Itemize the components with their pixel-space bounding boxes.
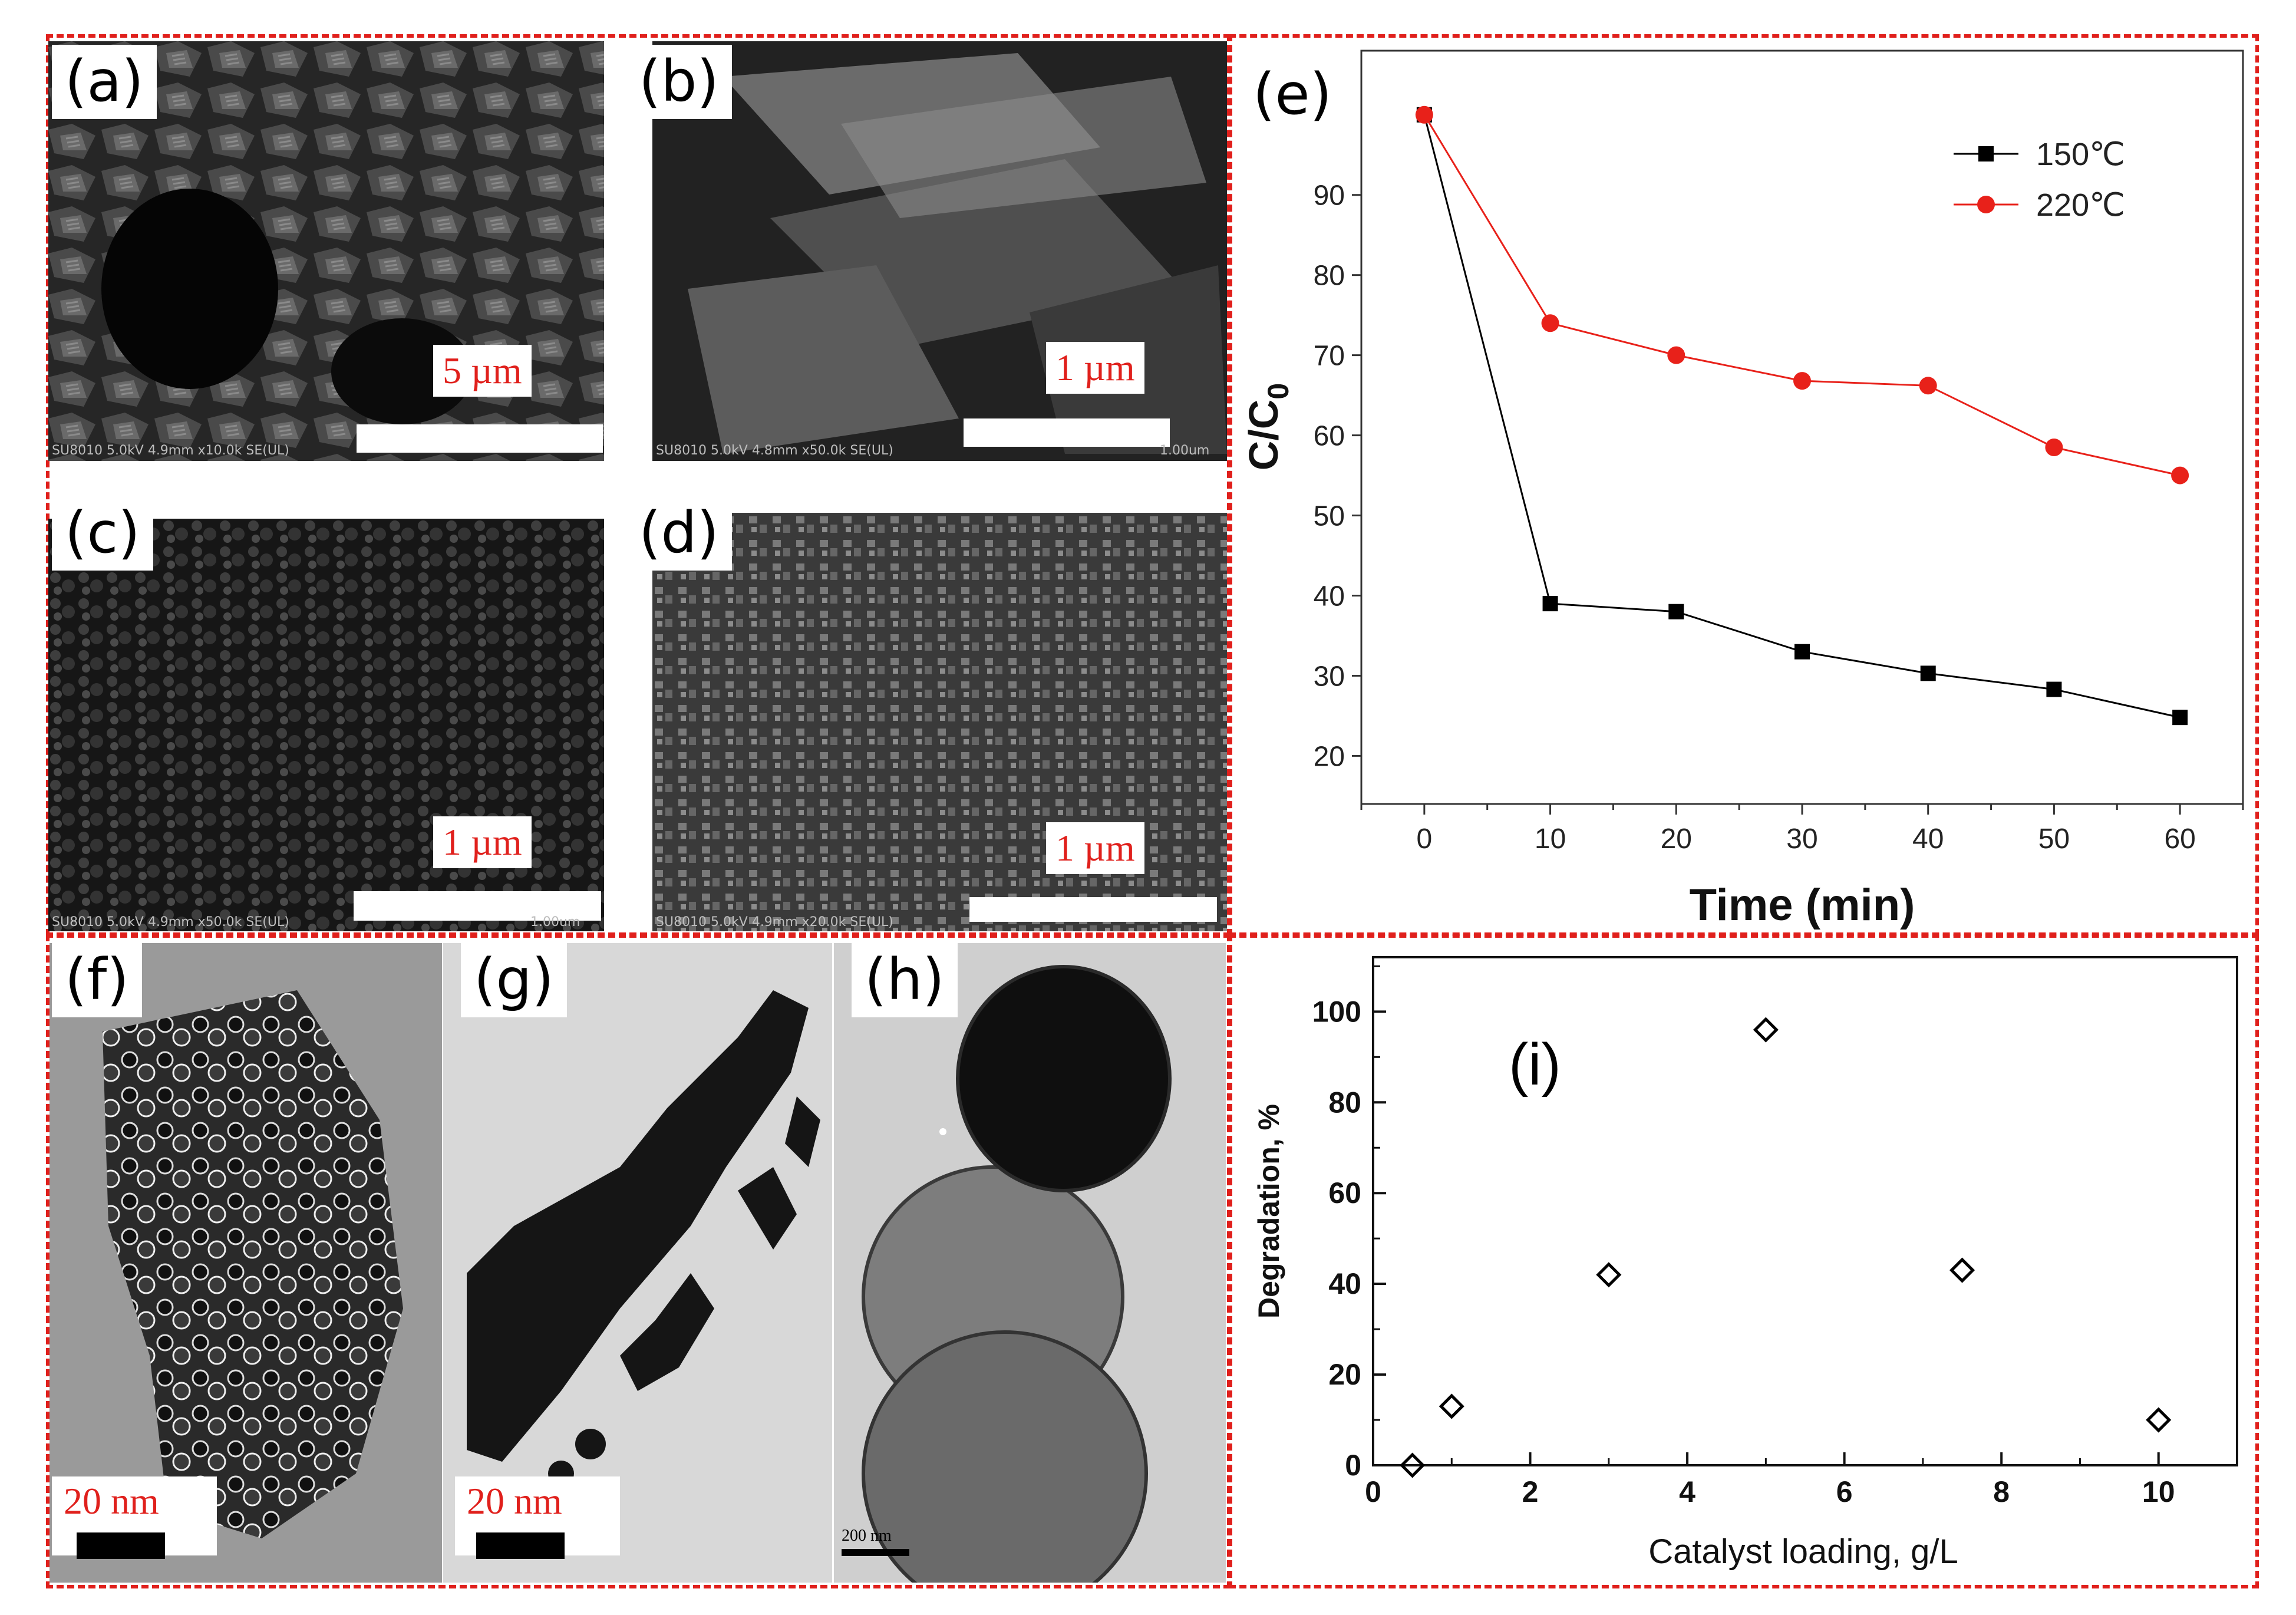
chart-e-ytick-label: 90 <box>1314 180 1345 212</box>
chart-i-xtick-label: 0 <box>1365 1475 1381 1508</box>
sem-info-d: SU8010 5.0kV 4.9mm x20.0k SE(UL) <box>656 915 893 930</box>
scale-bar-h <box>842 1549 909 1556</box>
chart-i-xtick-label: 8 <box>1993 1475 2010 1508</box>
chart-e-xtick-label: 20 <box>1661 823 1692 855</box>
legend-150: 150℃ <box>2036 137 2125 172</box>
scale-bar-c <box>354 891 601 921</box>
data-point-150 <box>2046 681 2062 697</box>
chart-e: 0 10 20 30 40 50 60 20 30 40 50 60 70 80 90 Time (min)… <box>1241 50 2244 930</box>
chart-e-xtick-label: 10 <box>1535 823 1566 855</box>
chart-i-plot-area <box>1372 956 2238 1466</box>
data-point-220 <box>2171 466 2189 484</box>
chart-e-xlabel: Time (min) <box>1690 880 1915 930</box>
scale-bar-a <box>357 424 603 453</box>
data-point-degradation <box>1596 1262 1622 1288</box>
scale-bar-g <box>476 1532 565 1559</box>
chart-i-ytick-label: 0 <box>1345 1449 1361 1482</box>
panel-label-b: (b) <box>626 45 732 119</box>
chart-e-ytick-label: 20 <box>1314 741 1345 772</box>
panel-label-d: (d) <box>626 496 732 571</box>
panel-label-f: (f) <box>52 943 142 1017</box>
chart-i-xtick-label: 10 <box>2142 1475 2175 1508</box>
tem-texture-h <box>862 965 1172 1583</box>
chart-e-xtick-label: 60 <box>2164 823 2195 855</box>
scale-label-c: 1 µm <box>433 816 532 868</box>
scale-label-b: 1 µm <box>1046 342 1144 394</box>
data-point-220 <box>1793 372 1811 390</box>
chart-i-ytick-label: 40 <box>1328 1267 1361 1300</box>
sem-unit-b: 1.00um <box>1160 443 1210 458</box>
chart-e-legend: 150℃ 220℃ <box>1954 137 2125 223</box>
panel-label-c: (c) <box>52 496 153 571</box>
scale-bar-f <box>77 1532 165 1559</box>
data-point-150 <box>1668 604 1684 619</box>
scale-label-a: 5 µm <box>433 345 532 397</box>
data-point-220 <box>1919 377 1937 395</box>
data-point-degradation <box>1400 1452 1426 1478</box>
sem-texture-c <box>48 519 604 931</box>
data-point-220 <box>1415 106 1433 124</box>
chart-i-ytick-label: 80 <box>1328 1086 1361 1119</box>
scale-bar-b <box>964 418 1170 447</box>
sem-image-c <box>48 519 604 931</box>
chart-i-ytick-label: 20 <box>1328 1358 1361 1391</box>
chart-e-xtick-label: 30 <box>1786 823 1817 855</box>
data-point-degradation <box>1949 1257 1975 1283</box>
data-point-220 <box>1667 346 1685 364</box>
sem-info-c: SU8010 5.0kV 4.9mm x50.0k SE(UL) <box>52 915 289 930</box>
panel-label-h: (h) <box>852 943 958 1017</box>
chart-e-ytick-label: 60 <box>1314 421 1345 452</box>
chart-e-xtick-label: 40 <box>1912 823 1944 855</box>
tem-image-g <box>443 943 832 1583</box>
tem-texture-f <box>103 990 403 1538</box>
panel-label-e: (e) <box>1238 58 1347 131</box>
chart-i-ytick-label: 100 <box>1312 995 1361 1028</box>
chart-i-ylabel: Degradation, % <box>1252 1104 1285 1319</box>
chart-e-xtick-label: 0 <box>1417 823 1433 855</box>
sem-info-a: SU8010 5.0kV 4.9mm x10.0k SE(UL) <box>52 443 289 458</box>
chart-i-xtick-label: 4 <box>1679 1475 1695 1508</box>
chart-e-xtick-label: 50 <box>2038 823 2070 855</box>
data-point-degradation <box>1439 1393 1464 1419</box>
scale-label-d: 1 µm <box>1046 822 1144 874</box>
chart-e-ytick-label: 40 <box>1314 581 1345 612</box>
tem-image-f <box>50 943 442 1583</box>
data-point-150 <box>1794 644 1810 660</box>
chart-i-xtick-label: 2 <box>1522 1475 1539 1508</box>
data-point-220 <box>1541 314 1559 332</box>
scale-bar-d <box>969 897 1217 922</box>
data-point-150 <box>1542 596 1558 612</box>
sem-texture-b <box>652 41 1227 461</box>
chart-e-ytick-label: 70 <box>1314 341 1345 372</box>
chart-i-xtick-label: 6 <box>1836 1475 1853 1508</box>
sem-unit-c: 1.00um <box>530 915 580 930</box>
panel-label-a: (a) <box>52 45 157 119</box>
data-point-150 <box>1920 665 1936 681</box>
data-point-150 <box>2172 710 2188 726</box>
chart-i-ytick-label: 60 <box>1328 1176 1361 1209</box>
data-point-degradation <box>1753 1017 1779 1043</box>
data-point-220 <box>2045 438 2063 456</box>
chart-e-ytick-label: 50 <box>1314 501 1345 532</box>
chart-e-ytick-label: 30 <box>1314 661 1345 692</box>
chart-i-xlabel: Catalyst loading, g/L <box>1648 1532 1958 1571</box>
scale-label-h: 200 nm <box>842 1527 892 1545</box>
sem-info-b: SU8010 5.0kV 4.8mm x50.0k SE(UL) <box>656 443 893 458</box>
legend-220: 220℃ <box>2036 187 2125 223</box>
panel-label-i: (i) <box>1509 1031 1561 1097</box>
panel-label-g: (g) <box>461 943 567 1017</box>
chart-e-ylabel: C/C0 <box>1241 383 1295 470</box>
tem-image-h <box>834 943 1226 1583</box>
data-point-degradation <box>2146 1407 2172 1433</box>
sem-image-b <box>652 41 1227 461</box>
frame-chart-i <box>1229 934 2259 1588</box>
chart-e-ytick-label: 80 <box>1314 261 1345 292</box>
